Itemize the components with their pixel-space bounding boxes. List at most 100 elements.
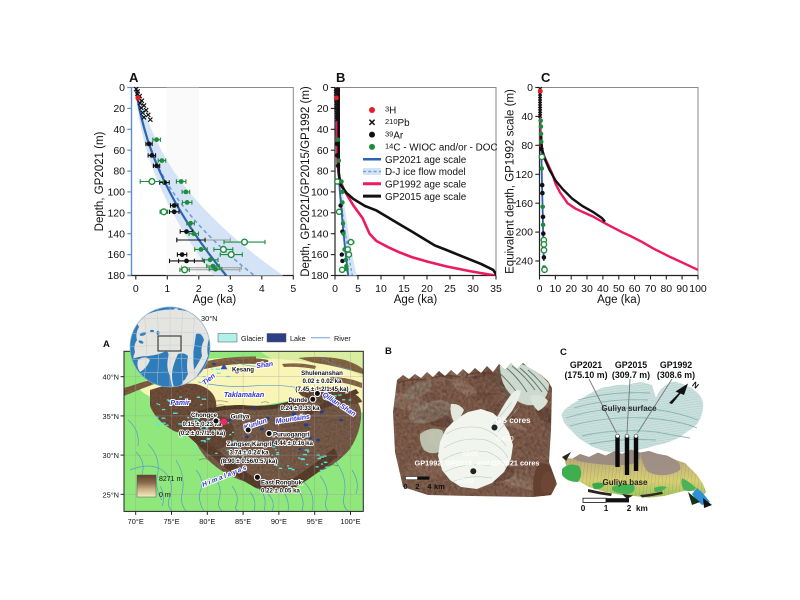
svg-text:D-J ice flow model: D-J ice flow model xyxy=(385,167,466,178)
svg-text:140: 140 xyxy=(107,228,125,240)
svg-text:Depth, GP2021 (m): Depth, GP2021 (m) xyxy=(94,131,106,231)
svg-text:0.15 ± 0.23 ka: 0.15 ± 0.23 ka xyxy=(183,421,223,428)
svg-text:100: 100 xyxy=(689,283,707,295)
svg-text:Glacier: Glacier xyxy=(241,334,264,343)
svg-text:120: 120 xyxy=(107,207,125,219)
svg-text:14C - WIOC and/or - DOC: 14C - WIOC and/or - DOC xyxy=(385,141,498,153)
svg-text:0: 0 xyxy=(332,283,338,295)
svg-text:200: 200 xyxy=(515,227,533,239)
svg-text:80°E: 80°E xyxy=(199,517,215,526)
svg-text:5: 5 xyxy=(290,283,296,295)
svg-text:20: 20 xyxy=(113,103,125,115)
svg-text:100: 100 xyxy=(311,187,329,199)
svg-text:35°N: 35°N xyxy=(102,412,119,421)
svg-text:25°N: 25°N xyxy=(102,490,119,499)
svg-text:GP2021 age scale: GP2021 age scale xyxy=(385,155,467,166)
svg-text:GP2021: GP2021 xyxy=(570,360,602,370)
svg-text:(175.10 m): (175.10 m) xyxy=(564,370,607,380)
svg-text:GP1992, GP2015, and GP2021 cor: GP1992, GP2015, and GP2021 cores xyxy=(415,459,540,468)
svg-text:0: 0 xyxy=(133,283,139,295)
svg-text:85°E: 85°E xyxy=(235,517,251,526)
svg-text:A: A xyxy=(129,70,139,85)
svg-text:160: 160 xyxy=(107,249,125,261)
svg-text:6400: 6400 xyxy=(497,434,514,443)
svg-text:B: B xyxy=(385,346,392,357)
svg-text:95°E: 95°E xyxy=(307,517,323,526)
svg-text:20: 20 xyxy=(421,283,433,295)
svg-text:39Ar: 39Ar xyxy=(385,129,404,141)
svg-text:20: 20 xyxy=(317,103,329,115)
svg-text:30: 30 xyxy=(581,283,593,295)
svg-text:Guliya: Guliya xyxy=(231,414,250,421)
svg-text:0.22 ± 0.05 ka: 0.22 ± 0.05 ka xyxy=(261,488,301,495)
svg-text:(308.6 m): (308.6 m) xyxy=(657,370,695,380)
svg-text:Pamir: Pamir xyxy=(170,400,189,407)
svg-text:km: km xyxy=(636,504,648,513)
svg-text:A: A xyxy=(103,339,110,350)
svg-text:80: 80 xyxy=(317,166,329,178)
svg-text:0 m: 0 m xyxy=(159,492,171,499)
svg-text:Dunde: Dunde xyxy=(289,397,309,404)
svg-text:0.24 ± 0.33 ka: 0.24 ± 0.33 ka xyxy=(281,405,321,412)
svg-text:1: 1 xyxy=(164,283,170,295)
svg-text:25: 25 xyxy=(444,283,456,295)
svg-text:6200: 6200 xyxy=(462,449,479,458)
svg-text:70: 70 xyxy=(645,283,657,295)
svg-text:1: 1 xyxy=(604,504,609,513)
svg-text:60: 60 xyxy=(317,145,329,157)
svg-text:2: 2 xyxy=(196,283,202,295)
svg-text:4: 4 xyxy=(427,482,432,491)
svg-text:3H: 3H xyxy=(385,104,396,116)
svg-text:2: 2 xyxy=(627,504,632,513)
svg-text:40: 40 xyxy=(597,283,609,295)
svg-text:160: 160 xyxy=(311,249,329,261)
svg-text:N: N xyxy=(690,380,700,391)
svg-text:0: 0 xyxy=(119,82,125,94)
svg-text:GP2015: GP2015 xyxy=(615,360,647,370)
svg-text:180: 180 xyxy=(107,270,125,282)
svg-text:(8.90 ± 0.56/0.57 ka): (8.90 ± 0.56/0.57 ka) xyxy=(221,458,278,465)
svg-text:160: 160 xyxy=(515,198,533,210)
svg-text:Age (ka): Age (ka) xyxy=(394,294,438,306)
svg-text:120: 120 xyxy=(311,207,329,219)
svg-text:(0.2 ± 0.7/1.6 ka): (0.2 ± 0.7/1.6 ka) xyxy=(179,430,225,437)
svg-text:Guliya base: Guliya base xyxy=(603,478,648,487)
svg-text:0: 0 xyxy=(323,82,329,94)
svg-text:0: 0 xyxy=(537,283,543,295)
svg-text:100: 100 xyxy=(107,187,125,199)
svg-text:10: 10 xyxy=(550,283,562,295)
svg-text:GP2015 age scale: GP2015 age scale xyxy=(385,192,467,203)
svg-text:80: 80 xyxy=(113,166,125,178)
svg-text:10: 10 xyxy=(375,283,387,295)
svg-text:4.44 ± 0.16 ka: 4.44 ± 0.16 ka xyxy=(274,440,314,447)
svg-text:0: 0 xyxy=(581,504,586,513)
svg-text:C: C xyxy=(541,70,551,85)
svg-text:(309.7 m): (309.7 m) xyxy=(612,370,650,380)
svg-text:Puruogangri: Puruogangri xyxy=(273,432,310,439)
svg-text:(7.45 ± 1.2/1.45 ka): (7.45 ± 1.2/1.45 ka) xyxy=(295,386,348,393)
svg-text:Chongce: Chongce xyxy=(191,412,218,419)
svg-text:40: 40 xyxy=(521,111,533,123)
svg-text:3: 3 xyxy=(227,283,233,295)
svg-text:30: 30 xyxy=(467,283,479,295)
svg-text:Taklamakan: Taklamakan xyxy=(224,391,265,399)
svg-text:0.02 ± 0.02 ka: 0.02 ± 0.02 ka xyxy=(303,378,343,385)
svg-text:4: 4 xyxy=(259,283,265,295)
svg-text:Zangser Kangri: Zangser Kangri xyxy=(227,441,272,448)
svg-text:75°E: 75°E xyxy=(163,517,179,526)
svg-text:km: km xyxy=(434,482,445,491)
svg-text:80: 80 xyxy=(660,283,672,295)
svg-text:Lake: Lake xyxy=(290,334,306,343)
svg-text:East Rongbuk: East Rongbuk xyxy=(261,480,303,487)
svg-text:240: 240 xyxy=(515,256,533,268)
svg-text:60: 60 xyxy=(629,283,641,295)
svg-text:Kesang: Kesang xyxy=(232,367,254,374)
svg-text:50: 50 xyxy=(613,283,625,295)
svg-text:20: 20 xyxy=(565,283,577,295)
svg-text:40: 40 xyxy=(317,124,329,136)
svg-text:GP1992 age scale: GP1992 age scale xyxy=(385,180,467,191)
svg-text:B: B xyxy=(336,70,345,85)
svg-text:90°E: 90°E xyxy=(271,517,287,526)
svg-text:Equivalent depth, GP1992 scale: Equivalent depth, GP1992 scale (m) xyxy=(505,89,517,274)
svg-text:3.74 ± 0.24 ka: 3.74 ± 0.24 ka xyxy=(230,450,270,457)
